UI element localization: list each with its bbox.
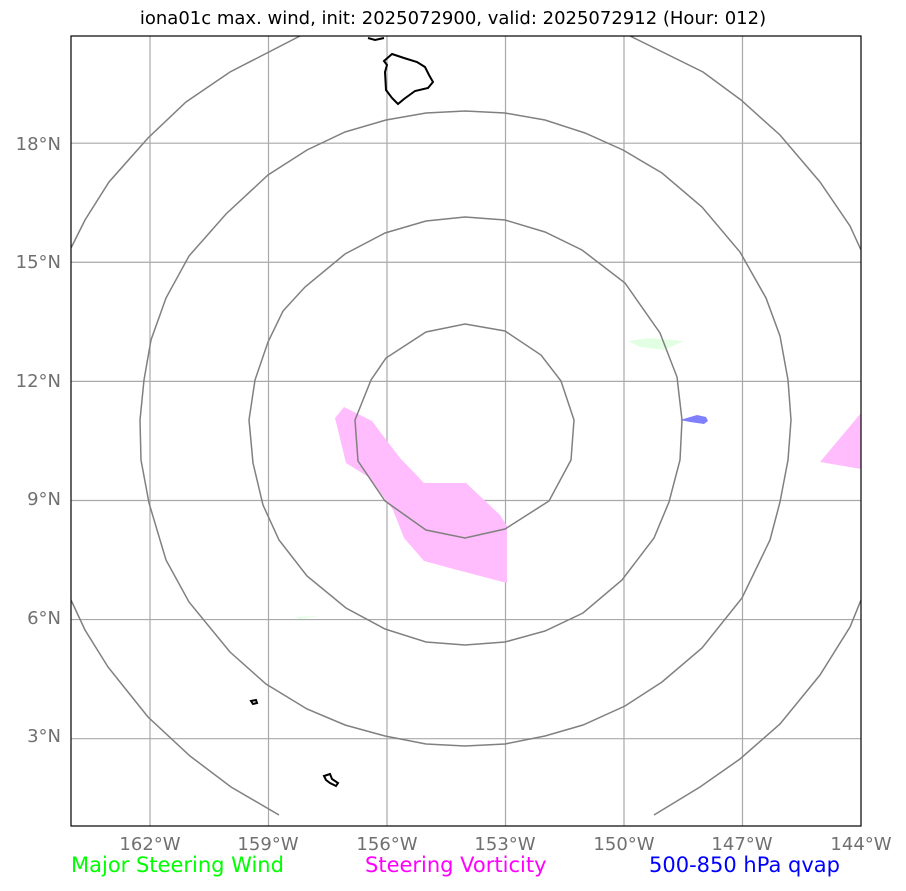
legend-steering-vorticity: Steering Vorticity: [365, 853, 547, 877]
coastline-islet: [249, 698, 259, 706]
lat-tick-label: 12°N: [16, 371, 61, 392]
lon-tick-label: 162°W: [119, 834, 180, 855]
range-ring: [139, 110, 792, 747]
lat-tick-label: 6°N: [27, 608, 61, 629]
major-steering-wind-area: [628, 338, 684, 350]
range-ring: [354, 323, 575, 539]
range-ring: [629, 36, 861, 251]
coastline-big-island: [382, 52, 435, 106]
lon-tick-label: 150°W: [593, 834, 654, 855]
legend-qvap: 500-850 hPa qvap: [649, 853, 840, 877]
lon-tick-label: 144°W: [830, 834, 891, 855]
coastline-islet: [322, 772, 340, 788]
map-frame: [70, 35, 862, 827]
coastlines: [249, 37, 435, 788]
lon-tick-label: 156°W: [356, 834, 417, 855]
lon-tick-label: 147°W: [711, 834, 772, 855]
range-ring: [71, 36, 301, 249]
map-title: iona01c max. wind, init: 2025072900, val…: [139, 8, 767, 29]
lat-tick-label: 18°N: [16, 134, 61, 155]
legend-major-steering-wind: Major Steering Wind: [71, 853, 284, 877]
range-ring: [71, 599, 280, 816]
lon-tick-label: 153°W: [474, 834, 535, 855]
qvap-area: [680, 415, 708, 424]
steering-vorticity-area: [820, 413, 861, 469]
range-rings: [71, 36, 861, 816]
lon-tick-label: 159°W: [237, 834, 298, 855]
lat-tick-label: 9°N: [27, 489, 61, 510]
lat-tick-label: 3°N: [27, 726, 61, 747]
major-steering-wind-area: [295, 616, 320, 619]
range-ring: [248, 216, 683, 646]
coastline-maui: [367, 37, 385, 42]
lat-tick-label: 15°N: [16, 252, 61, 273]
steering-vorticity-area: [335, 407, 507, 583]
range-ring: [653, 599, 861, 816]
gridlines: [71, 36, 861, 826]
